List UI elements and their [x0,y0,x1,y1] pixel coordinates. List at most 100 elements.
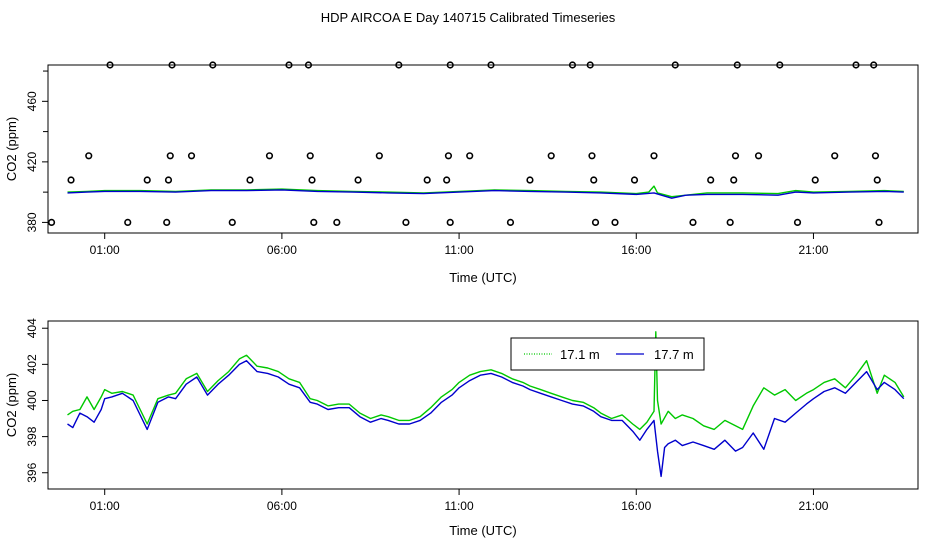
top-x-tick-label: 01:00 [90,243,120,257]
calibration-marker [375,152,383,160]
top-y-axis-label: CO2 (ppm) [4,117,19,181]
calibration-marker [506,218,515,227]
top-y-tick-label: 420 [25,152,39,172]
bottom-y-axis: 396 398 400 402 404 [25,318,48,483]
legend-label-17-7m: 17.7 m [654,347,694,362]
calibration-marker [852,61,860,69]
calibration-marker [754,152,763,160]
calibration-marker [246,176,254,184]
top-panel: 01:00 06:00 11:00 16:00 21:00 380 420 460 Time… [4,61,919,285]
bottom-series-group [67,331,905,478]
calibration-marker [586,61,594,69]
top-calibration-markers [47,61,883,227]
calibration-marker [168,61,176,69]
top-y-axis: 380 420 460 [25,70,48,232]
bottom-series-line-green [67,331,905,431]
top-y-tick-label: 460 [25,91,39,111]
calibration-marker [526,176,534,184]
bottom-x-tick-label: 11:00 [445,499,474,513]
calibration-marker [466,152,474,160]
top-x-axis: 01:00 06:00 11:00 16:00 21:00 [90,233,829,257]
calibration-marker [811,176,819,184]
calibration-marker [163,218,171,227]
bottom-panel: 01:00 06:00 11:00 16:00 21:00 396 398 400 402 40… [4,318,919,538]
calibration-marker [47,218,56,227]
calibration-marker [873,176,881,184]
calibration-marker [487,61,495,69]
calibration-marker [671,61,679,69]
calibration-marker [333,218,341,227]
calibration-marker [395,61,403,69]
bottom-y-tick-label: 404 [25,318,39,338]
calibration-marker [444,152,453,160]
calibration-marker [793,218,802,227]
calibration-marker [611,218,619,227]
calibration-marker [707,176,715,184]
bottom-x-tick-label: 01:00 [90,499,120,513]
calibration-marker [443,176,451,184]
calibration-marker [67,176,75,184]
bottom-x-tick-label: 21:00 [798,499,828,513]
calibration-marker [228,218,236,227]
bottom-series-line-blue [67,360,905,478]
calibration-marker [568,61,577,69]
calibration-marker [630,176,639,184]
calibration-marker [871,152,880,160]
calibration-marker [689,218,697,227]
calibration-marker [776,61,784,69]
top-x-axis-label: Time (UTC) [449,270,516,285]
calibration-marker [733,61,741,69]
calibration-marker [870,61,878,69]
calibration-marker [446,218,454,227]
top-x-tick-label: 16:00 [621,243,651,257]
legend-label-17-1m: 17.1 m [560,347,600,362]
bottom-y-axis-label: CO2 (ppm) [4,373,19,437]
top-plot-frame [47,64,919,234]
bottom-plot-frame [47,320,919,490]
calibration-marker [209,61,217,69]
calibration-marker [402,218,410,227]
calibration-marker [285,61,293,69]
calibration-marker [423,176,431,184]
top-series-group [67,185,904,199]
bottom-x-tick-label: 16:00 [621,499,651,513]
legend-box [510,337,705,371]
calibration-marker [143,176,151,184]
calibration-marker [166,152,174,160]
calibration-marker [306,152,314,160]
calibration-marker [187,152,196,160]
bottom-y-tick-label: 400 [25,390,39,410]
calibration-marker [590,176,598,184]
calibration-marker [875,218,883,227]
calibration-marker [308,176,316,184]
top-y-tick-label: 380 [25,212,39,232]
calibration-marker [124,218,132,227]
calibration-marker [304,61,313,69]
calibration-marker [85,152,93,160]
bottom-x-tick-label: 06:00 [267,499,297,513]
calibration-marker [588,152,596,160]
calibration-marker [730,176,738,184]
bottom-y-tick-label: 402 [25,354,39,374]
calibration-marker [731,152,740,160]
calibration-marker [354,176,362,184]
calibration-marker [164,176,173,184]
top-x-tick-label: 06:00 [267,243,297,257]
top-x-tick-label: 21:00 [798,243,828,257]
calibration-marker [265,152,274,160]
bottom-x-axis-label: Time (UTC) [449,523,516,538]
top-x-tick-label: 11:00 [445,243,474,257]
calibration-marker [591,218,600,227]
figure-title: HDP AIRCOA E Day 140715 Calibrated Times… [321,10,616,25]
calibration-marker [650,152,658,160]
top-series-line-blue [67,189,904,199]
legend: 17.1 m 17.7 m [510,337,705,371]
bottom-y-tick-label: 396 [25,462,39,482]
calibration-marker [106,61,114,69]
calibration-marker [726,218,734,227]
calibration-marker [310,218,318,227]
calibration-marker [547,152,555,160]
bottom-y-tick-label: 398 [25,426,39,446]
